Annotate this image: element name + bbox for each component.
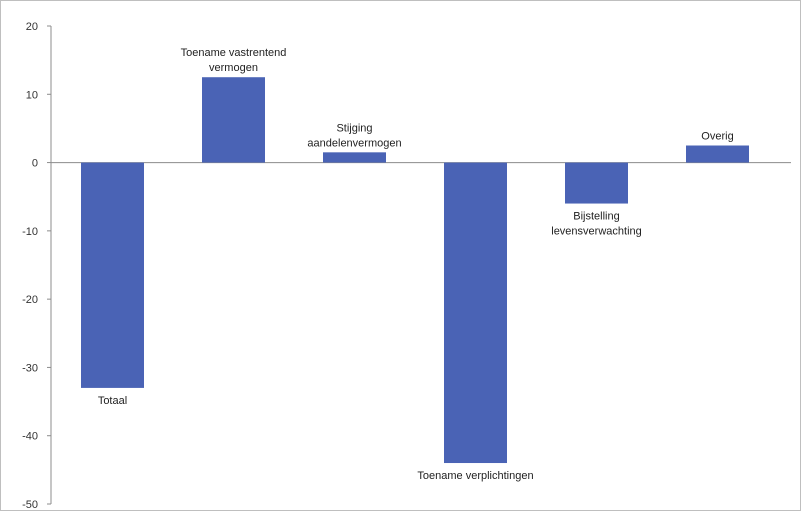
y-tick-label: -50 — [22, 499, 38, 511]
y-tick-label: 20 — [26, 21, 38, 33]
y-axis: 20 10 0 -10 -20 -30 -40 -50 — [22, 21, 791, 511]
bars — [81, 77, 749, 464]
bar-label: Stijging aandelenvermogen — [307, 122, 401, 149]
bar — [444, 162, 507, 464]
y-tick-label: 10 — [26, 89, 38, 101]
bar-label: Bijstelling levensverwachting — [551, 211, 642, 238]
bar — [202, 77, 265, 163]
bar-label: Toename vastrentend vermogen — [181, 47, 287, 74]
bar-label: Toename verplichtingen — [417, 470, 533, 482]
bar — [686, 145, 749, 163]
data-labels: Totaal Toename vastrentend vermogen Stijgin… — [98, 47, 734, 482]
bar — [81, 162, 144, 388]
bar-label: Overig — [701, 131, 733, 143]
bar — [565, 162, 628, 204]
y-tick-label: -40 — [22, 431, 38, 443]
y-tick-label: -20 — [22, 294, 38, 306]
y-tick-label: 0 — [32, 158, 38, 170]
bar-label: Totaal — [98, 395, 127, 407]
y-tick-label: -30 — [22, 362, 38, 374]
y-tick-label: -10 — [22, 226, 38, 238]
bar — [323, 152, 386, 163]
